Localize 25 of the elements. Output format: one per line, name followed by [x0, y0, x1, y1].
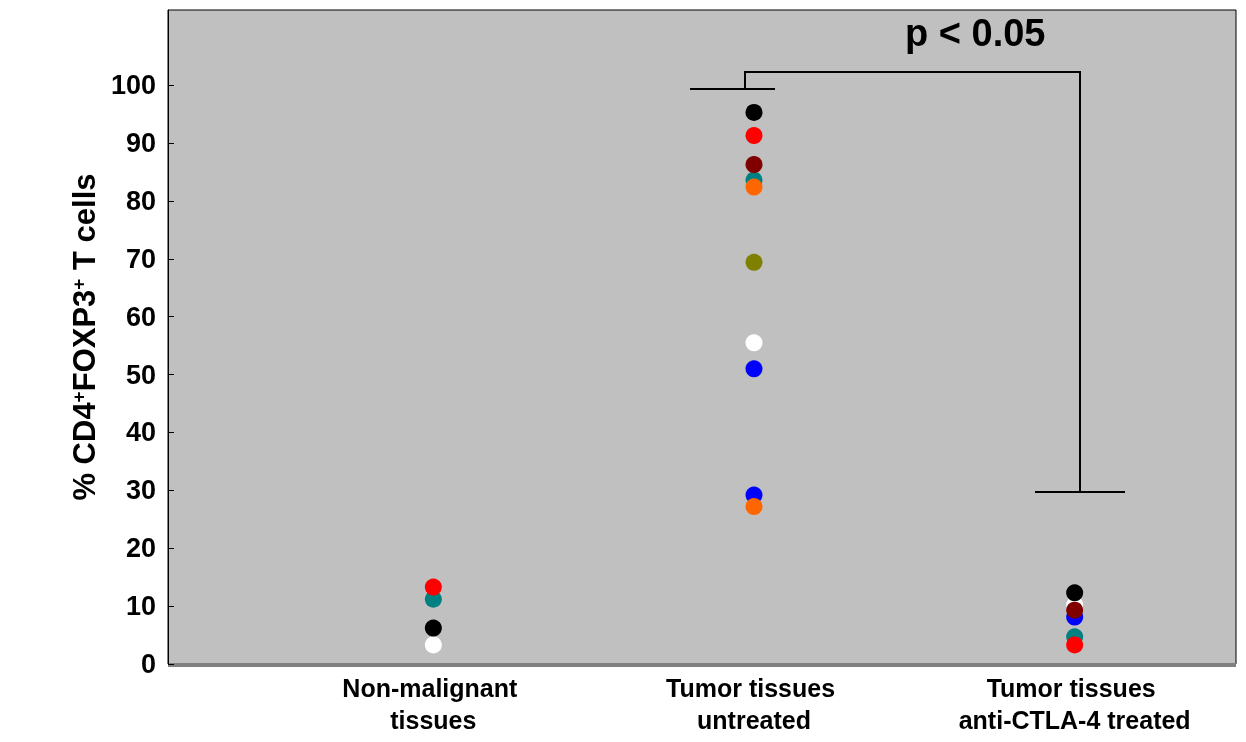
- point: [424, 578, 442, 596]
- y-tick-label: 50: [125, 359, 156, 390]
- y-tick-label: 100: [110, 70, 156, 101]
- y-tick-label: 60: [125, 301, 156, 332]
- point: [424, 636, 442, 654]
- x-tick-label: Tumor tissues anti-CTLA-4 treated: [958, 674, 1191, 734]
- point: [745, 498, 763, 516]
- y-tick-label: 40: [125, 417, 156, 448]
- point: [424, 619, 442, 637]
- y-tick-label: 80: [125, 185, 156, 216]
- y-tick-label: 20: [125, 533, 156, 564]
- annotation: p < 0.05: [905, 12, 1046, 54]
- y-tick-label: 10: [125, 591, 156, 622]
- point: [745, 103, 763, 121]
- point: [1066, 636, 1084, 654]
- y-tick-label: 90: [125, 128, 156, 159]
- point: [1066, 584, 1084, 602]
- y-tick-label: 30: [125, 475, 156, 506]
- x-tick-label: Non-malignant tissues: [342, 674, 525, 734]
- point: [745, 334, 763, 352]
- y-tick-label: 70: [125, 243, 156, 274]
- x-tick-label: Tumor tissues untreated: [666, 674, 842, 734]
- y-axis-title: % CD4+FOXP3+ T cells: [67, 173, 103, 501]
- y-tick-label: 0: [140, 649, 156, 679]
- point: [745, 127, 763, 145]
